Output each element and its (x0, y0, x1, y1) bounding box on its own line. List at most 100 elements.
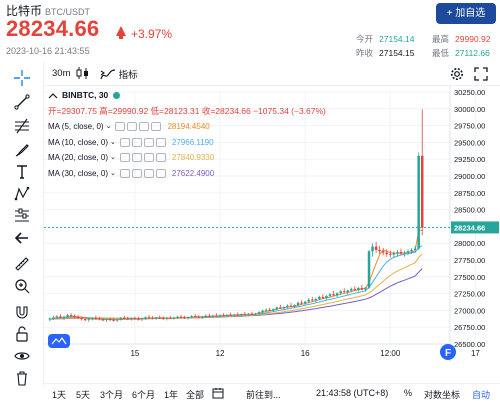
gear-icon[interactable] (131, 153, 142, 163)
back-tool[interactable] (12, 228, 32, 248)
eye-icon[interactable] (119, 137, 130, 147)
candle-body (339, 291, 342, 294)
more-icon[interactable] (151, 122, 162, 132)
candle-body (353, 288, 357, 290)
calendar-icon (212, 388, 224, 399)
stat-high: 最高 29990.92 (432, 33, 490, 45)
stat-prev-value: 27154.15 (379, 48, 415, 58)
ruler-tool[interactable] (12, 254, 32, 274)
add-watchlist-button[interactable]: + 加自选 (436, 3, 496, 24)
stat-high-label: 最高 (432, 34, 450, 44)
ma-name[interactable]: MA (20, close, 0) (48, 153, 109, 162)
close-icon[interactable] (139, 122, 150, 132)
candle-body (165, 317, 169, 319)
chevron-down-icon[interactable]: ⌄ (110, 138, 116, 146)
percent-scale-toggle[interactable]: % (404, 388, 413, 398)
chevron-down-icon[interactable]: ⌄ (110, 169, 116, 177)
gear-icon[interactable] (127, 122, 138, 132)
zoom-in-tool[interactable] (12, 276, 32, 296)
stat-open: 今开 27154.14 (356, 33, 414, 45)
eye-icon[interactable] (119, 153, 130, 163)
candle-body (325, 295, 328, 298)
candle-body (204, 315, 208, 317)
candle-body (417, 155, 420, 249)
eye-icon[interactable] (119, 168, 130, 178)
indicators-button[interactable]: 指标 (100, 67, 138, 81)
prediction-tool[interactable] (12, 206, 32, 226)
crosshair-tool[interactable] (12, 68, 32, 88)
close-icon[interactable] (143, 153, 154, 163)
fullscreen-icon (474, 67, 488, 81)
more-icon[interactable] (155, 168, 166, 178)
crosshair-icon (14, 70, 30, 86)
stat-open-label: 今开 (356, 34, 374, 44)
candle-body (172, 317, 176, 319)
visibility-tool[interactable] (12, 346, 32, 366)
candlestick-chart[interactable]: 30250.00 30000.00 29750.00 29500.00 29250.00… (44, 86, 500, 362)
stat-low-value: 27112.66 (455, 48, 490, 58)
chevron-down-icon[interactable]: ⌄ (105, 123, 112, 130)
text-tool[interactable] (12, 162, 32, 182)
trend-line-tool[interactable] (12, 92, 32, 112)
log-scale-toggle[interactable]: 对数坐标 (424, 390, 461, 400)
candle-body (186, 317, 190, 319)
close-icon[interactable] (143, 168, 154, 178)
chart-type-button[interactable] (76, 67, 90, 82)
ma-controls[interactable] (119, 153, 168, 163)
ma-name[interactable]: MA (5, close, 0) (48, 122, 104, 131)
calendar-button[interactable] (212, 387, 224, 401)
settings-button[interactable] (450, 67, 464, 84)
candle-body (300, 302, 303, 304)
magnet-tool[interactable] (12, 302, 32, 322)
ma-controls[interactable] (119, 137, 168, 147)
candle-body (55, 316, 59, 318)
eye-icon[interactable] (115, 122, 126, 132)
range-1y[interactable]: 1年 (164, 390, 179, 400)
range-1d[interactable]: 1天 (52, 390, 67, 400)
candle-body (332, 294, 335, 296)
auto-scale-toggle[interactable]: 自动 (472, 390, 491, 400)
current-price-badge (451, 221, 499, 234)
up-arrow-icon (116, 26, 126, 39)
lock-tool[interactable] (12, 324, 32, 344)
interval-selector[interactable]: 30m (52, 68, 71, 79)
delete-tool[interactable] (12, 368, 32, 388)
ma-controls[interactable] (115, 122, 163, 132)
price-chart[interactable]: 30250.00 30000.00 29750.00 29500.00 29250.00… (44, 86, 500, 362)
goto-date-button[interactable]: 前往到... (246, 390, 281, 400)
ma-controls[interactable] (119, 168, 168, 178)
more-icon[interactable] (155, 153, 166, 163)
candle-body (133, 318, 137, 320)
candle-body (275, 307, 279, 310)
brush-tool[interactable] (12, 140, 32, 160)
fullscreen-button[interactable] (474, 67, 488, 84)
candle-body (154, 317, 158, 319)
chevron-down-icon[interactable]: ⌄ (110, 154, 116, 161)
range-all[interactable]: 全部 (186, 390, 205, 400)
brand-logo-letter: F (445, 348, 451, 359)
eye-icon (14, 352, 30, 360)
ma-name[interactable]: MA (10, close, 0) (48, 137, 109, 147)
ma-name[interactable]: MA (30, close, 0) (48, 168, 109, 178)
pattern-tool[interactable] (12, 184, 32, 204)
candle-body (321, 296, 325, 298)
close-icon[interactable] (143, 137, 154, 147)
collapse-chevron-icon[interactable] (48, 92, 58, 100)
arrow-left-icon (14, 232, 28, 244)
candle-body (73, 316, 76, 318)
candle-body (84, 319, 87, 321)
more-icon[interactable] (155, 137, 166, 147)
gear-icon[interactable] (131, 137, 142, 147)
price-tick-label: 29000.00 (454, 172, 485, 181)
range-6m[interactable]: 6个月 (132, 390, 156, 400)
prediction-icon (15, 208, 29, 222)
utc-clock[interactable]: 21:43:58 (UTC+8) (316, 388, 389, 398)
range-3m[interactable]: 3个月 (100, 390, 124, 400)
candle-body (80, 318, 83, 320)
range-5d[interactable]: 5天 (76, 390, 91, 400)
cloud-wave (51, 336, 67, 345)
fib-tool[interactable] (12, 116, 32, 136)
candle-body (59, 316, 62, 318)
gear-icon[interactable] (131, 168, 142, 178)
candle-body (311, 299, 314, 301)
